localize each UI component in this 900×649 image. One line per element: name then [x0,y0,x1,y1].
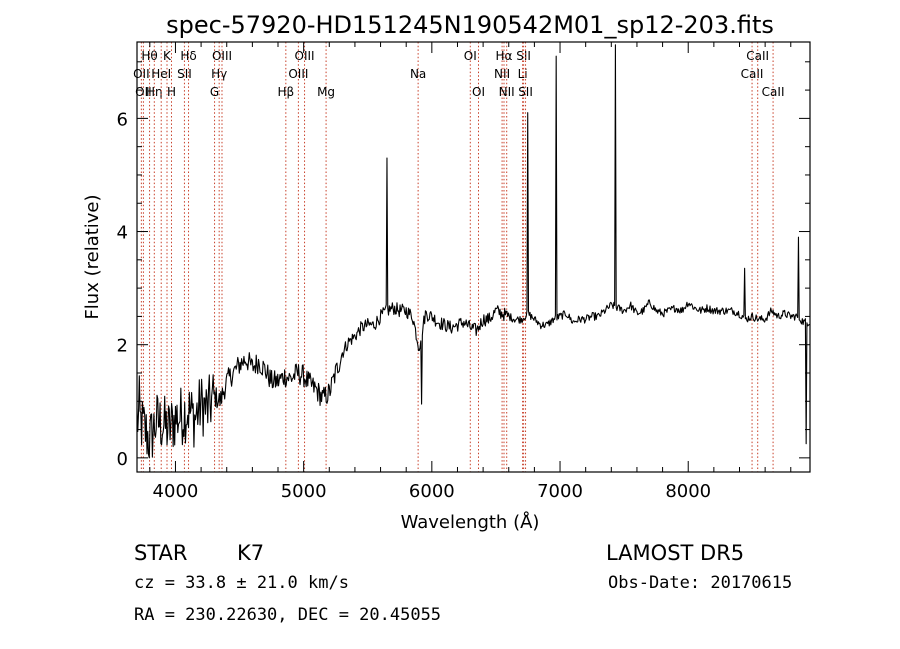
line-marker-label-25: CaII [741,67,764,81]
chart-title: spec-57920-HD151245N190542M01_sp12-203.f… [166,11,774,39]
line-marker-label-20: Hα [496,49,513,63]
line-marker-label-8: Hδ [180,49,196,63]
line-marker-label-19: NII [494,67,510,81]
x-tick-label-2: 6000 [409,481,455,502]
line-marker-label-23: SII [516,49,531,63]
spectrum-series [136,44,811,459]
x-tick-label-1: 5000 [281,481,327,502]
line-marker-label-14: OIII [295,49,315,63]
line-marker-label-16: Na [410,67,426,81]
y-tick-label-2: 4 [117,223,128,244]
x-tick-label-4: 8000 [665,481,711,502]
line-marker-label-10: Hγ [211,67,227,81]
line-marker-label-9: G [210,85,219,99]
y-tick-label-0: 0 [117,449,128,470]
line-marker-label-15: Mg [317,85,335,99]
line-markers: OIIOIIHθHηHeIKHSIIHδGHγOIIIHβOIIIOIIIMgN… [133,42,784,472]
observation-date: Obs-Date: 20170615 [608,573,792,593]
y-tick-label-3: 6 [117,109,128,130]
line-marker-label-12: Hβ [277,85,294,99]
line-marker-label-17: OI [464,49,477,63]
line-marker-label-7: SII [177,67,192,81]
y-tick-label-1: 2 [117,336,128,357]
line-marker-label-0: OII [133,67,150,81]
plot-frame [136,41,811,473]
x-tick-label-3: 7000 [537,481,583,502]
line-marker-label-3: Hη [146,85,163,99]
line-marker-label-6: H [167,85,176,99]
line-marker-label-11: OIII [212,49,232,63]
line-marker-label-13: OIII [288,67,308,81]
line-marker-label-24: SII [518,85,533,99]
line-marker-label-26: CaII [746,49,769,63]
line-marker-label-5: K [163,49,172,63]
y-axis-label: Flux (relative) [82,194,103,319]
sky-coordinates: RA = 230.22630, DEC = 20.45055 [134,605,441,625]
line-marker-label-27: CaII [762,85,785,99]
line-marker-label-18: OI [472,85,485,99]
line-marker-label-1: OII [135,85,152,99]
line-marker-label-4: HeI [151,67,171,81]
plot-border [136,41,811,473]
spectrum-line [136,44,811,459]
object-subclass: K7 [237,541,264,565]
object-type: STAR [134,541,187,565]
line-marker-label-21: NII [499,85,515,99]
line-marker-label-22: Li [518,67,528,81]
x-axis-label: Wavelength (Å) [401,511,540,533]
survey-name: LAMOST DR5 [606,541,744,565]
x-tick-label-0: 4000 [153,481,199,502]
redshift-velocity: cz = 33.8 ± 21.0 km/s [134,573,349,593]
axis-ticks: 4000 5000 6000 7000 8000 0 2 4 6 [117,42,810,502]
line-marker-label-2: Hθ [141,49,157,63]
